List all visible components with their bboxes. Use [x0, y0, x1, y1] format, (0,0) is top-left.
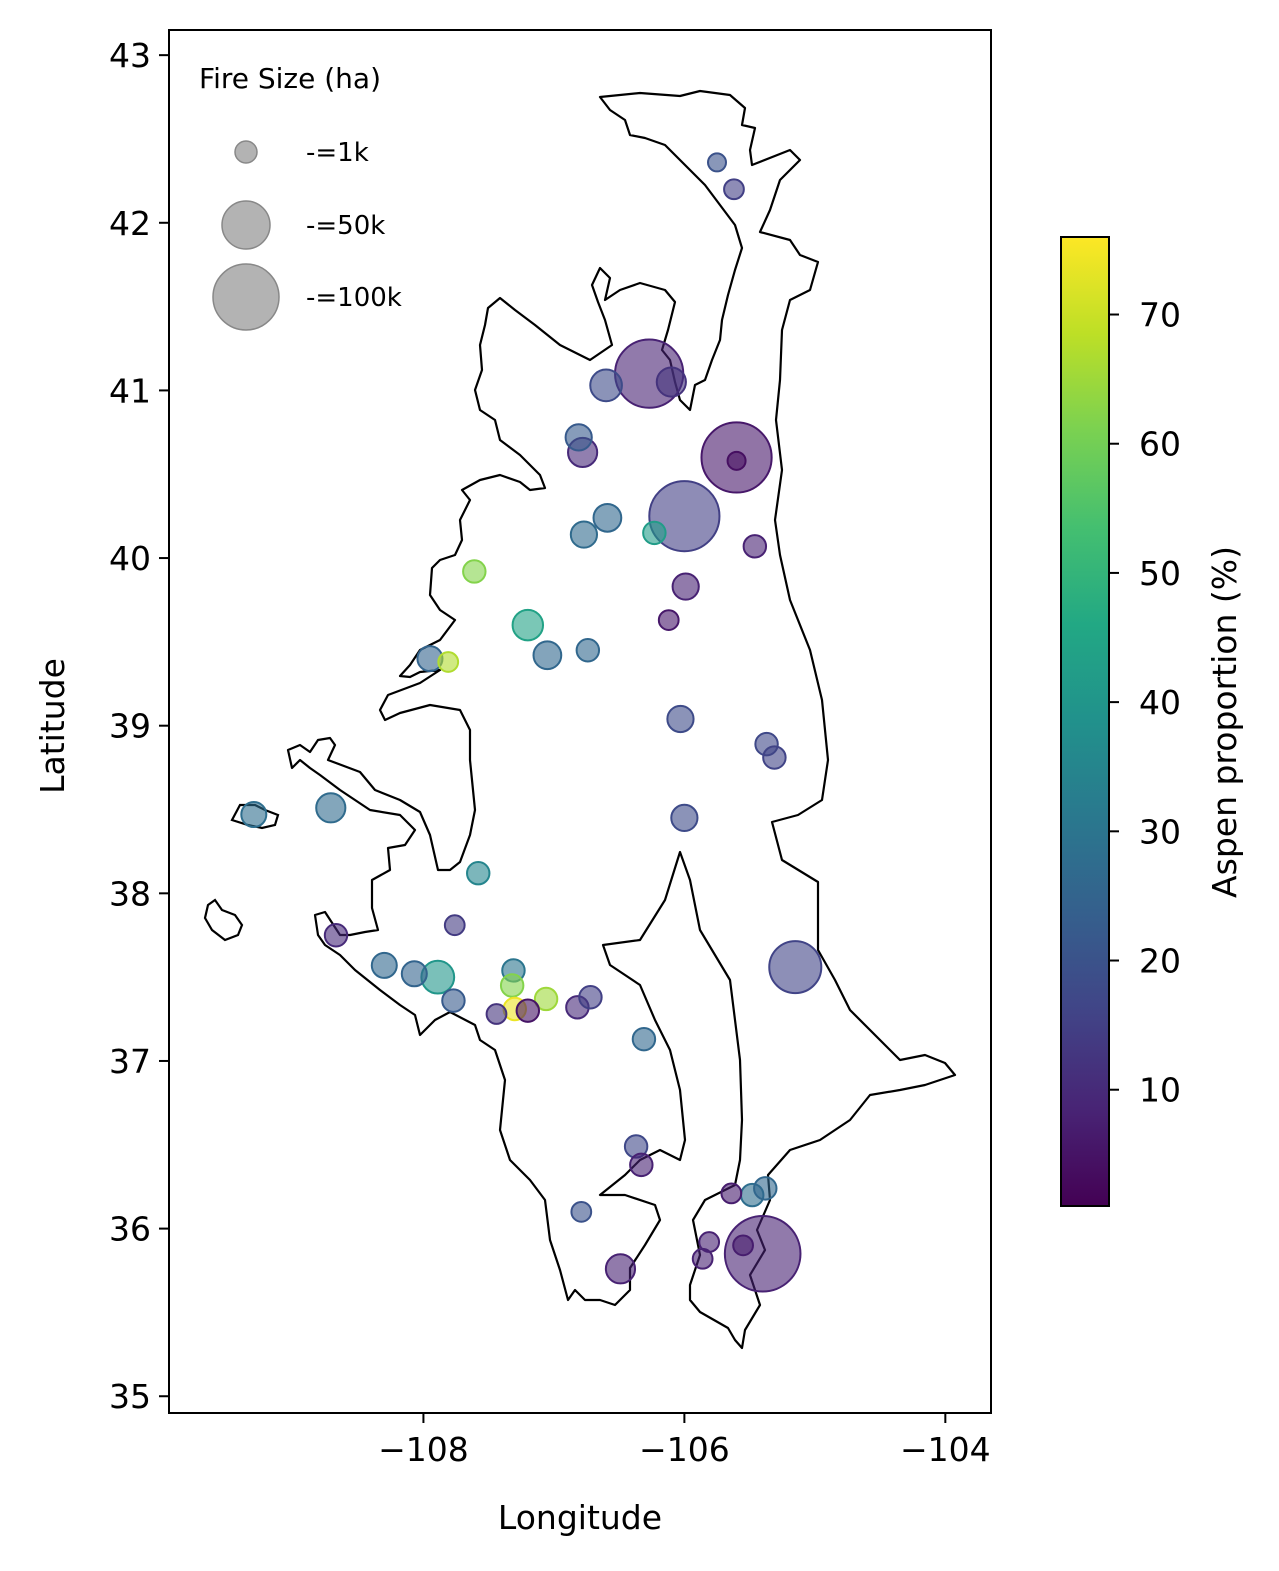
y-tick-label: 38: [109, 874, 151, 913]
size-legend: Fire Size (ha) -=1k -=50k -=100k: [199, 62, 402, 330]
fire-point-16: [513, 610, 543, 640]
fire-point-34: [442, 989, 464, 1011]
x-tick-label: −104: [900, 1430, 991, 1469]
y-tick-label: 35: [109, 1377, 151, 1416]
fire-point-46: [721, 1184, 741, 1204]
fire-point-27: [671, 805, 697, 831]
y-tick-label: 36: [109, 1210, 151, 1249]
fire-point-53: [699, 1232, 719, 1252]
fire-point-39: [517, 999, 539, 1021]
y-axis-ticks: 35 36 37 38 39 40 41 42 43: [109, 36, 169, 1416]
y-tick-label: 42: [109, 204, 151, 243]
y-tick-label: 40: [109, 539, 151, 578]
y-axis-label: Latitude: [33, 658, 72, 794]
fire-point-3: [657, 367, 686, 396]
fire-point-7: [566, 424, 592, 450]
fire-point-28: [467, 862, 489, 884]
fire-point-17: [659, 610, 679, 630]
fire-point-10: [594, 504, 622, 532]
fire-point-51: [733, 1235, 753, 1255]
y-tick-label: 43: [109, 36, 151, 75]
colorbar-ticks: 10 20 30 40 50 60 70: [1109, 296, 1181, 1110]
fire-point-32: [402, 961, 427, 986]
fire-point-36: [501, 974, 523, 996]
fire-point-54: [606, 1254, 635, 1283]
colorbar-tick-label: 30: [1139, 812, 1181, 851]
fire-point-45: [630, 1154, 652, 1176]
fire-point-1: [724, 179, 744, 199]
colorbar-tick-label: 40: [1139, 683, 1181, 722]
fire-point-19: [577, 639, 599, 661]
fire-point-24: [763, 746, 785, 768]
y-tick-label: 41: [109, 371, 151, 410]
fire-point-31: [372, 953, 397, 978]
fire-point-13: [744, 535, 766, 557]
x-tick-label: −106: [639, 1430, 730, 1469]
fire-point-18: [534, 641, 562, 669]
fire-point-14: [673, 573, 699, 599]
fire-point-12: [643, 522, 665, 544]
fire-point-30: [325, 924, 347, 946]
colorbar-tick-label: 60: [1139, 425, 1181, 464]
region-boundary: [205, 91, 955, 1348]
fire-point-21: [438, 652, 458, 672]
fire-point-11: [571, 521, 597, 547]
colorbar-tick-label: 50: [1139, 554, 1181, 593]
fire-point-48: [754, 1177, 776, 1199]
size-legend-marker-50k: [222, 201, 270, 249]
colorbar-tick-label: 70: [1139, 296, 1181, 335]
fire-point-43: [633, 1028, 655, 1050]
x-axis-ticks: −108 −106 −104: [378, 1413, 991, 1469]
x-axis-label: Longitude: [498, 1498, 662, 1537]
fire-point-42: [579, 986, 601, 1008]
colorbar-label: Aspen proportion (%): [1205, 546, 1244, 898]
fire-point-49: [571, 1202, 591, 1222]
size-legend-marker-1k: [235, 141, 257, 163]
fire-point-55: [769, 941, 821, 993]
y-tick-label: 37: [109, 1042, 151, 1081]
fire-point-0: [708, 153, 726, 171]
fire-point-29: [445, 915, 465, 935]
fire-point-22: [667, 706, 693, 732]
fire-point-40: [487, 1004, 507, 1024]
fire-point-26: [316, 793, 345, 822]
fire-point-4: [590, 370, 622, 402]
colorbar-tick-label: 10: [1139, 1071, 1181, 1110]
x-tick-label: −108: [378, 1430, 469, 1469]
fire-point-25: [241, 802, 266, 827]
size-legend-label-100k: -=100k: [306, 283, 402, 313]
size-legend-title: Fire Size (ha): [199, 62, 381, 95]
size-legend-marker-100k: [213, 264, 279, 330]
size-legend-label-50k: -=50k: [306, 211, 385, 241]
size-legend-label-1k: -=1k: [306, 138, 369, 168]
colorbar-tick-label: 20: [1139, 942, 1181, 981]
colorbar: [1061, 237, 1109, 1206]
points-layer: [241, 153, 821, 1291]
y-tick-label: 39: [109, 707, 151, 746]
fire-point-6: [728, 452, 746, 470]
fire-point-15: [463, 560, 485, 582]
